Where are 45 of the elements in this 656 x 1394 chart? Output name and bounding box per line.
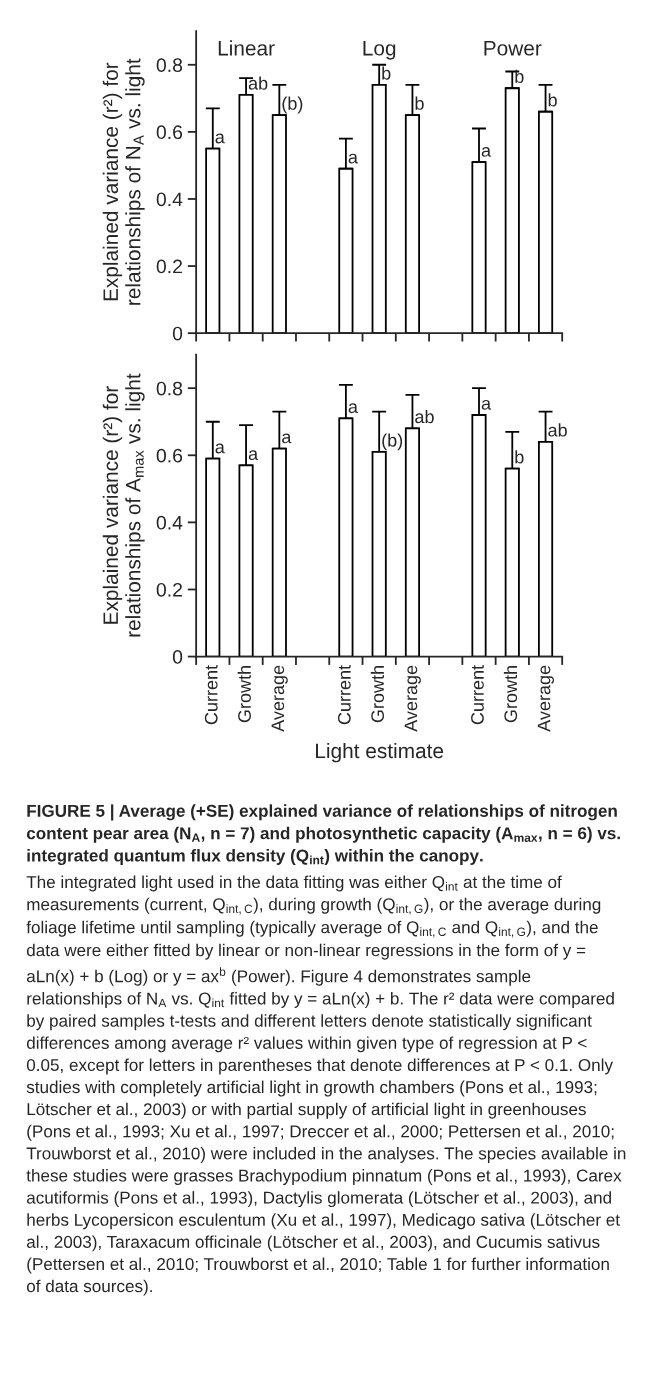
data-label: a [348,403,358,414]
x-tick-label: Current [471,665,484,725]
text: FIGURE 5 | Average (+SE) explained variance of relationships of nitrogen content pear area (N$_{A}$, n = 7) and photosynthetic capacity (A$_{max}$, n = 6) vs. integrated quantum flux density (Q$_{int}$) within the canopy. [26,804,620,866]
data-label: b [515,69,524,84]
data-label: b [515,450,524,464]
annotation: Linear [218,40,275,56]
data-label: a [481,146,492,157]
data-label: (b) [282,96,303,114]
data-label: a [282,433,292,444]
data-label: b [415,96,424,110]
data-label: a [248,450,259,461]
y-tick-label: 0.8 [156,381,183,396]
data-label: a [215,133,225,144]
data-label: ab [548,423,567,437]
y-axis-title: Explained variance (r²) for relationships of A$_{max}$ vs. light [102,373,145,637]
data-label: b [382,66,391,80]
x-axis-title: Light estimate [316,742,444,763]
data-label: a [215,443,225,454]
y-tick-label: 0.4 [156,515,183,530]
x-tick-label: Average [271,665,288,732]
y-tick-label: 0 [172,326,183,341]
y-tick-label: 0.4 [156,192,183,207]
x-tick-label: Average [537,665,554,732]
data-label: ab [248,76,268,90]
data-label: (b) [382,433,403,451]
annotation: Log [363,41,396,60]
y-tick-label: 0 [172,650,183,664]
x-tick-label: Growth [370,666,385,723]
y-axis-title: Explained variance (r²) for relationships of N$_{A}$ vs. light [102,58,145,305]
x-tick-label: Current [337,665,351,725]
y-tick-label: 0.2 [156,259,182,274]
data-label: ab [415,409,434,424]
y-tick-label: 0.8 [156,58,183,73]
x-tick-label: Growth [503,666,518,723]
y-tick-label: 0.2 [156,582,182,597]
data-label: b [548,93,557,107]
y-tick-label: 0.6 [156,448,183,463]
text: The integrated light used in the data fitting was either Q$_{int}$ at the time of measurements (current, Q$_{int,C}$), during growth (Q$_{int,G}$), or the average during foliage lifetime until sampling (typically average of Q$_{int,C}$ and Q$_{int,G}$), and the data were either fitted by linear or non-linear regressions in the form of y = aLn(x) + b (Log) or y = ax$^{b}$ (Power). Figure 4 demonstrates sample relationships of N$_{A}$ vs. Q$_{int}$ fitted by y = aLn(x) + b. The r² data were compared by paired samples t-tests and different letters denote statistically significant differences among average r² values within given type of regression at P < 0.05, except for letters in parentheses that denote differences at P < 0.1. Only studies with completely artificial light in growth chambers (Pons et al., 1993; Lötscher et al., 2003) or with partial supply of artificial light in greenhouses (Pons et al., 1993; Xu et al., 1997; Dreccer et al., 2000; Pettersen et al., 2010; Trouwborst et al., 2010) were included in the analyses. The species available in these studies were grasses Brachypodium pinnatum (Pons et al., 1993), Carex acutiformis (Pons et al., 1993), Dactylis glomerata (Lötscher et al., 2003), and herbs Lycopersicon esculentum (Xu et al., 1997), Medicago sativa (Lötscher et al., 2003), Taraxacum officinale (Lötscher et al., 2003), and Cucumis sativus (Pettersen et al., 2010; Trouwborst et al., 2010; Table 1 for further information of data sources). [26,875,626,1296]
x-tick-label: Average [404,665,421,732]
x-tick-label: Current [204,665,218,725]
data-label: a [481,399,492,410]
data-label: a [348,153,358,164]
y-tick-label: 0.6 [156,125,183,140]
annotation: Power [484,41,542,56]
x-tick-label: Growth [237,666,251,723]
